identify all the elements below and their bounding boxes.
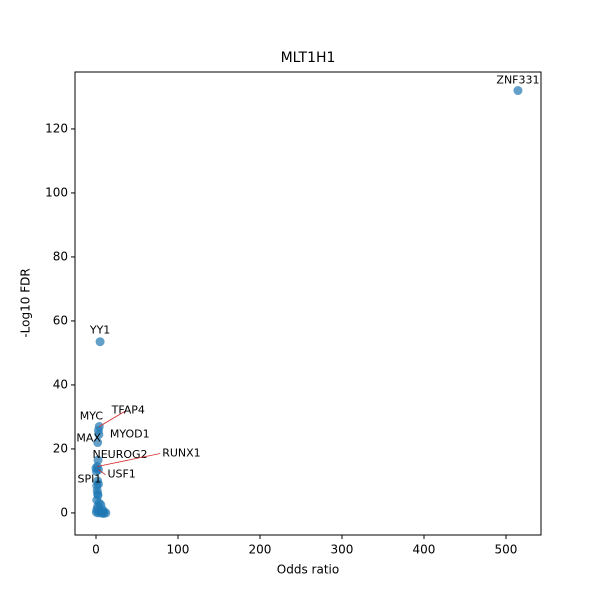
point-label: USF1: [107, 468, 135, 481]
y-tick-label: 60: [53, 313, 68, 327]
x-tick-label: 0: [92, 543, 100, 557]
x-tick-label: 400: [413, 543, 436, 557]
data-point: [513, 86, 523, 96]
point-label: RUNX1: [162, 447, 200, 460]
data-point: [93, 489, 103, 499]
point-label: NEUROG2: [93, 448, 148, 461]
data-point: [93, 438, 103, 448]
y-axis-label: -Log10 FDR: [19, 268, 33, 337]
y-tick-label: 0: [60, 505, 68, 519]
x-tick-label: 100: [167, 543, 190, 557]
leader-line: [98, 469, 106, 476]
data-point: [95, 337, 105, 347]
leader-line: [97, 453, 161, 467]
point-label: YY1: [89, 324, 110, 337]
x-tick-label: 200: [249, 543, 272, 557]
data-point: [98, 509, 108, 519]
point-label: MAX: [76, 432, 101, 445]
y-tick-label: 120: [45, 121, 68, 135]
data-point: [94, 430, 104, 440]
x-tick-label: 300: [331, 543, 354, 557]
point-label: SPI1: [77, 472, 101, 485]
y-tick-label: 80: [53, 249, 68, 263]
point-label: TFAP4: [111, 404, 145, 417]
x-axis-label: Odds ratio: [277, 563, 339, 577]
data-point: [91, 463, 101, 473]
point-label: MYOD1: [110, 428, 150, 441]
data-point: [92, 481, 102, 491]
point-label: ZNF331: [496, 74, 539, 87]
y-tick-label: 40: [53, 377, 68, 391]
y-tick-label: 20: [53, 441, 68, 455]
y-tick-label: 100: [45, 185, 68, 199]
point-label: MYC: [80, 409, 104, 422]
plot-frame: [74, 71, 542, 536]
leader-line: [99, 410, 127, 427]
x-tick-label: 500: [495, 543, 518, 557]
chart-title: MLT1H1: [281, 50, 336, 66]
